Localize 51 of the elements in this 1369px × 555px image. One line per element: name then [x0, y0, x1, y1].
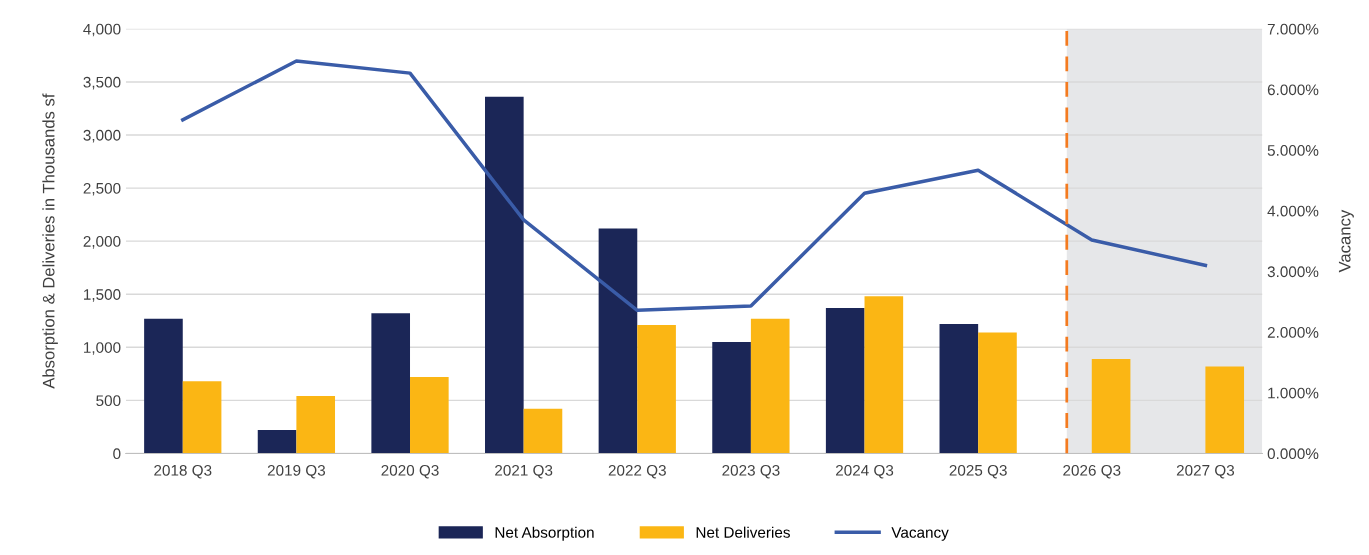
bar [939, 323, 979, 454]
y-tick-label: 4,000 [83, 23, 121, 37]
bar [144, 318, 183, 454]
bar [750, 318, 790, 454]
bar [825, 308, 865, 454]
x-tick-label: 2027 Q3 [1176, 464, 1235, 479]
x-tick-label: 2023 Q3 [722, 464, 780, 479]
x-tick-label: 2025 Q3 [949, 464, 1007, 479]
y2-axis-title: Vacancy [1338, 209, 1354, 273]
bar [371, 313, 411, 454]
y2-tick-label: 5.000% [1267, 145, 1319, 156]
x-tick-label: 2018 Q3 [154, 464, 212, 479]
bar [978, 332, 1017, 454]
y-tick-label: 3,500 [83, 76, 121, 90]
x-tick-label: 2020 Q3 [381, 464, 439, 479]
y-tick-label: 2,500 [83, 182, 121, 196]
bar [1091, 358, 1131, 454]
y-tick-label: 1,000 [84, 342, 121, 355]
bar [1205, 366, 1245, 454]
legend-label: Vacancy [891, 527, 949, 541]
bar [598, 228, 638, 454]
x-tick-label: 2022 Q3 [608, 464, 666, 479]
y-axis-title: Absorption & Deliveries in Thousands sf [42, 93, 58, 389]
x-tick-label: 2021 Q3 [495, 464, 553, 479]
y2-tick-label: 2.000% [1267, 327, 1319, 338]
bar [485, 96, 524, 454]
y2-tick-label: 3.000% [1267, 266, 1319, 278]
y2-tick-label: 4.000% [1267, 205, 1319, 217]
y2-tick-label: 0.000% [1267, 448, 1319, 460]
bar [637, 325, 676, 454]
legend-label: Net Deliveries [696, 526, 790, 538]
bar [296, 396, 336, 454]
x-tick-label: 2026 Q3 [1063, 464, 1121, 479]
bar [712, 341, 751, 454]
bar [182, 381, 222, 454]
y-tick-label: 0 [113, 448, 121, 460]
y-tick-label: 2,000 [83, 236, 121, 249]
bar [410, 377, 449, 454]
bar [257, 430, 297, 454]
y-tick-label: 3,000 [83, 129, 121, 143]
y2-tick-label: 1.000% [1268, 387, 1319, 399]
y-tick-label: 1,500 [84, 289, 121, 302]
y-tick-label: 500 [96, 395, 121, 407]
line-series [181, 59, 1208, 313]
bar [523, 408, 563, 454]
x-tick-label: 2019 Q3 [267, 464, 326, 479]
y2-tick-label: 6.000% [1267, 84, 1319, 96]
bar [864, 296, 904, 454]
y2-tick-label: 7.000% [1267, 23, 1319, 35]
x-tick-label: 2024 Q3 [835, 464, 894, 479]
legend-label: Net Absorption [495, 526, 594, 541]
